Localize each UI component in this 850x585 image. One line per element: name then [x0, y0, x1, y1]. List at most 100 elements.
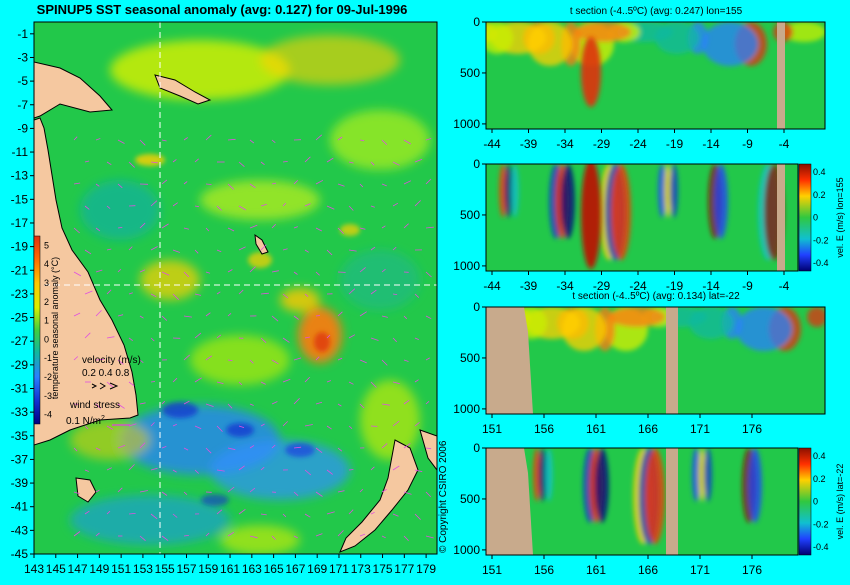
panel-field — [480, 448, 798, 555]
panel-feature — [714, 164, 728, 239]
map-y-tick-label: -3 — [17, 50, 28, 64]
map-y-tick-label: -27 — [11, 334, 29, 348]
map-x-tick-label: 171 — [329, 562, 349, 576]
panel-feature — [748, 448, 762, 523]
map-x-tick-label: 151 — [111, 562, 131, 576]
svg-text:0.1 N/m2: 0.1 N/m2 — [66, 415, 105, 427]
panel-x-tick-label: -44 — [483, 137, 501, 151]
panel-feature — [704, 448, 712, 502]
panel-feature — [689, 307, 733, 339]
colorbar-tick-label: 5 — [44, 240, 49, 250]
panel-y-tick-label: 500 — [460, 66, 480, 80]
map-x-tick-label: 175 — [373, 562, 393, 576]
map-y-tick-label: -15 — [11, 192, 29, 206]
section-land — [777, 164, 785, 271]
colorbar-tick-label: 0 — [44, 334, 49, 344]
map-y-tick-label: -9 — [17, 121, 28, 135]
panel-y-tick-label: 0 — [473, 300, 480, 314]
map-x-tick-label: 153 — [133, 562, 153, 576]
panel-x-tick-label: 151 — [482, 563, 502, 577]
section-panel-3: t section (-4..5ºC) (avg: 0.134) lat=-22… — [453, 291, 827, 436]
current-vector — [151, 382, 155, 383]
wind-stress-scale: 0.1 N/m — [66, 416, 101, 427]
panel-x-tick-label: 171 — [690, 422, 710, 436]
section-panels: t section (-4..5ºC) (avg: 0.247) lon=155… — [453, 6, 845, 577]
panel-colorbar-tick: 0.4 — [813, 451, 826, 461]
map-x-tick-label: 159 — [198, 562, 218, 576]
map-y-tick-label: -5 — [17, 74, 28, 88]
map-x-tick-label: 167 — [285, 562, 305, 576]
section-land — [777, 22, 785, 129]
panel-feature — [561, 164, 575, 239]
panel-feature — [655, 22, 699, 54]
panel-colorbar-tick: 0.4 — [813, 167, 826, 177]
map-x-tick-label: 173 — [351, 562, 371, 576]
panel-x-tick-label: 151 — [482, 422, 502, 436]
current-vector — [206, 184, 212, 185]
panel-title: t section (-4..5ºC) (avg: 0.247) lon=155 — [570, 6, 743, 17]
map-y-tick-label: -7 — [17, 98, 28, 112]
panel-x-tick-label: 156 — [534, 563, 554, 577]
panel-field — [477, 307, 827, 414]
panel-x-tick-label: -39 — [520, 137, 538, 151]
map-x-tick-label: 179 — [416, 562, 436, 576]
panel-y-tick-label: 1000 — [453, 402, 480, 416]
panel-colorbar-tick: -0.4 — [813, 542, 829, 552]
colorbar-tick-label: 3 — [44, 278, 49, 288]
map-x-tick-label: 143 — [24, 562, 44, 576]
panel-x-tick-label: 171 — [690, 563, 710, 577]
panel-y-tick-label: 500 — [460, 351, 480, 365]
panel-x-tick-label: 161 — [586, 422, 606, 436]
panel-feature — [528, 22, 572, 66]
panel-x-tick-label: -9 — [742, 137, 753, 151]
section-panel-2: 05001000-44-39-34-29-24-19-14-9-40.40.20… — [453, 157, 845, 293]
panel-x-tick-label: 166 — [638, 563, 658, 577]
panel-feature — [575, 22, 631, 42]
section-land — [666, 448, 678, 555]
panel-colorbar-tick: -0.2 — [813, 519, 829, 529]
map-y-tick-label: -11 — [12, 145, 29, 159]
panel-y-tick-label: 1000 — [453, 543, 480, 557]
panel-field — [486, 159, 798, 271]
panel-y-tick-label: 500 — [460, 492, 480, 506]
panel-feature — [736, 307, 792, 351]
panel-feature — [645, 448, 665, 544]
map-y-tick-label: -41 — [11, 500, 29, 514]
panel-y-tick-label: 500 — [460, 208, 480, 222]
map-x-tick-label: 149 — [89, 562, 109, 576]
panel-field — [476, 22, 826, 129]
panel-colorbar-tick: 0.2 — [813, 190, 826, 200]
panel-x-tick-label: -29 — [593, 137, 611, 151]
velocity-scale: 0.2 0.4 0.8 — [82, 368, 130, 379]
map-y-tick-label: -23 — [11, 287, 29, 301]
section-land — [486, 307, 533, 414]
panel-x-tick-label: -19 — [666, 137, 684, 151]
panel-colorbar-tick: -0.2 — [813, 235, 829, 245]
panel-feature — [670, 164, 678, 218]
map-x-tick-label: 165 — [264, 562, 284, 576]
map-y-tick-label: -39 — [11, 476, 29, 490]
map-x-tick-label: 177 — [394, 562, 414, 576]
panel-x-tick-label: -34 — [556, 137, 574, 151]
map-y-tick-label: -19 — [11, 240, 29, 254]
map-x-tick-label: 163 — [242, 562, 262, 576]
map-y-tick-label: -13 — [11, 169, 29, 183]
panel-feature — [511, 164, 519, 218]
section-land — [486, 448, 533, 555]
panel-feature — [609, 307, 665, 327]
colorbar-tick-label: 4 — [44, 259, 49, 269]
panel-feature — [545, 448, 553, 502]
wind-stress-exponent: 2 — [101, 415, 105, 422]
panel-colorbar-tick: 0.2 — [813, 474, 826, 484]
panel-x-tick-label: 161 — [586, 563, 606, 577]
map-y-tick-label: -33 — [11, 405, 29, 419]
map-y-tick-label: -37 — [11, 452, 29, 466]
map-y-tick-label: -25 — [11, 311, 29, 325]
panel-y-tick-label: 0 — [473, 157, 480, 171]
panel-colorbar — [799, 448, 811, 555]
colorbar-tick-label: 2 — [44, 297, 49, 307]
